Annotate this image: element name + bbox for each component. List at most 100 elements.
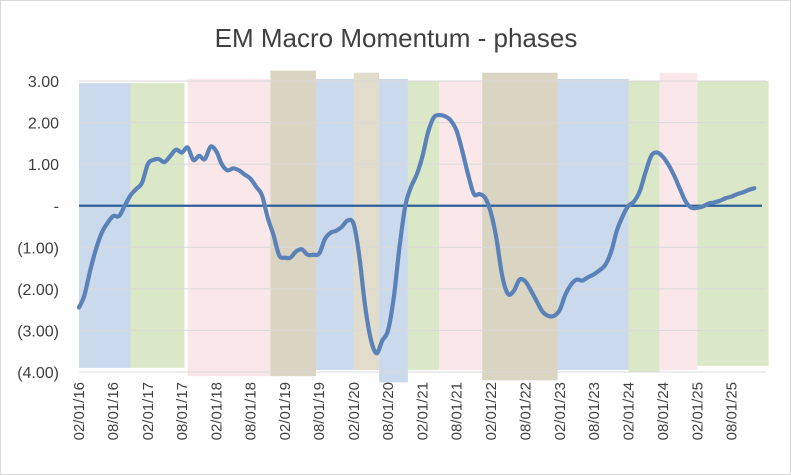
- data-point: [684, 200, 686, 202]
- data-point: [324, 238, 326, 240]
- data-point: [707, 202, 709, 204]
- data-point: [83, 294, 85, 296]
- data-point: [135, 188, 137, 190]
- x-axis-ticks: 02/01/16 08/01/16 02/01/17 08/01/17 02/01/18…: [71, 382, 740, 440]
- data-point: [438, 114, 440, 116]
- x-tick-label: 02/01/17: [140, 382, 157, 440]
- data-point: [243, 173, 245, 175]
- phase-band-4: [270, 70, 316, 377]
- data-point: [192, 159, 194, 161]
- x-tick-label: 08/01/21: [449, 382, 466, 440]
- data-point: [484, 197, 486, 199]
- data-point: [375, 352, 377, 354]
- data-point: [455, 130, 457, 132]
- phase-band-12: [628, 81, 660, 372]
- data-point: [106, 222, 108, 224]
- phase-band-2: [130, 83, 185, 368]
- data-point: [427, 132, 429, 134]
- data-point: [129, 194, 131, 196]
- data-point: [381, 340, 383, 342]
- data-point: [204, 158, 206, 160]
- x-tick-label: 02/01/21: [415, 382, 432, 440]
- x-tick-label: 08/01/25: [723, 382, 740, 440]
- data-point: [490, 213, 492, 215]
- x-tick-label: 08/01/18: [243, 382, 260, 440]
- data-point: [398, 246, 400, 248]
- data-point: [169, 155, 171, 157]
- x-tick-label: 02/01/20: [346, 382, 363, 440]
- data-point: [318, 252, 320, 254]
- x-tick-label: 08/01/23: [586, 382, 603, 440]
- data-point: [341, 225, 343, 227]
- data-point: [198, 155, 200, 157]
- gridlines: [79, 80, 766, 373]
- series-line-1: [76, 112, 757, 356]
- phase-band-5: [315, 78, 354, 370]
- data-point: [347, 219, 349, 221]
- data-point: [690, 207, 692, 209]
- data-point: [701, 205, 703, 207]
- data-point: [353, 223, 355, 225]
- data-point: [387, 329, 389, 331]
- data-point: [599, 269, 601, 271]
- data-point: [662, 155, 664, 157]
- data-point: [467, 173, 469, 175]
- x-tick-label: 02/01/23: [552, 382, 569, 440]
- data-point: [163, 161, 165, 163]
- data-point: [410, 186, 412, 188]
- data-point: [530, 290, 532, 292]
- data-point: [261, 194, 263, 196]
- y-tick-label: 3.00: [28, 74, 59, 91]
- data-point: [278, 254, 280, 256]
- data-point: [255, 186, 257, 188]
- data-point: [541, 311, 543, 313]
- data-point: [639, 190, 641, 192]
- data-point: [570, 284, 572, 286]
- x-tick-label: 02/01/25: [689, 382, 706, 440]
- data-point: [616, 229, 618, 231]
- data-point: [473, 193, 475, 195]
- series-lines: [76, 112, 757, 356]
- data-point: [633, 200, 635, 202]
- data-point: [312, 254, 314, 256]
- data-point: [335, 229, 337, 231]
- x-tick-label: 08/01/22: [517, 382, 534, 440]
- x-tick-label: 02/01/19: [277, 382, 294, 440]
- data-point: [444, 115, 446, 117]
- x-tick-label: 08/01/19: [311, 382, 328, 440]
- data-point: [656, 151, 658, 153]
- data-point: [536, 300, 538, 302]
- data-point: [513, 290, 515, 292]
- y-tick-label: (4.00): [17, 365, 59, 382]
- data-point: [713, 201, 715, 203]
- data-point: [747, 189, 749, 191]
- data-point: [575, 279, 577, 281]
- data-point: [667, 164, 669, 166]
- data-point: [295, 250, 297, 252]
- data-point: [593, 273, 595, 275]
- data-point: [736, 193, 738, 195]
- data-point: [123, 205, 125, 207]
- data-point: [501, 275, 503, 277]
- x-tick-label: 08/01/16: [105, 382, 122, 440]
- data-point: [358, 254, 360, 256]
- data-point: [301, 248, 303, 250]
- x-tick-label: 08/01/17: [174, 382, 191, 440]
- data-point: [450, 119, 452, 121]
- data-point: [306, 254, 308, 256]
- data-point: [393, 296, 395, 298]
- data-point: [147, 163, 149, 165]
- data-point: [730, 195, 732, 197]
- phase-band-13: [659, 72, 698, 370]
- data-point: [221, 163, 223, 165]
- phase-bands: [79, 70, 769, 383]
- data-point: [696, 207, 698, 209]
- phase-band-3: [187, 78, 271, 377]
- data-point: [621, 215, 623, 217]
- data-point: [369, 338, 371, 340]
- data-point: [547, 315, 549, 317]
- data-point: [518, 279, 520, 281]
- data-point: [329, 232, 331, 234]
- data-point: [78, 306, 80, 308]
